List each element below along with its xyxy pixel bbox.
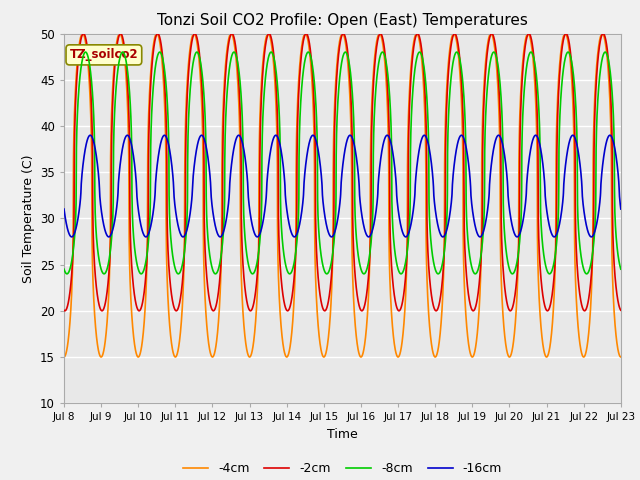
-2cm xyxy=(617,307,625,313)
-16cm xyxy=(274,135,282,141)
-2cm xyxy=(60,307,68,313)
-8cm xyxy=(157,49,164,55)
-2cm xyxy=(547,302,554,308)
-4cm xyxy=(606,102,614,108)
-2cm xyxy=(274,117,282,122)
-4cm xyxy=(79,31,86,36)
Line: -16cm: -16cm xyxy=(64,135,621,237)
-8cm xyxy=(617,266,625,272)
-2cm xyxy=(124,80,131,86)
-4cm xyxy=(617,354,625,360)
-16cm xyxy=(60,206,68,212)
Text: TZ_soilco2: TZ_soilco2 xyxy=(70,48,138,61)
-2cm xyxy=(506,308,514,313)
-4cm xyxy=(124,107,132,113)
-8cm xyxy=(546,271,554,276)
-4cm xyxy=(298,42,306,48)
-8cm xyxy=(606,69,614,75)
-2cm xyxy=(606,83,614,89)
-8cm xyxy=(60,266,68,272)
Line: -4cm: -4cm xyxy=(64,34,621,357)
-8cm xyxy=(124,68,131,73)
-16cm xyxy=(547,227,554,232)
-4cm xyxy=(546,343,554,348)
-16cm xyxy=(617,206,625,212)
-16cm xyxy=(298,206,306,212)
-4cm xyxy=(157,46,164,52)
-2cm xyxy=(298,50,305,56)
-16cm xyxy=(157,141,164,147)
Y-axis label: Soil Temperature (C): Soil Temperature (C) xyxy=(22,154,35,283)
-16cm xyxy=(606,132,614,138)
-16cm xyxy=(124,132,131,138)
-8cm xyxy=(564,49,572,55)
-2cm xyxy=(157,38,164,44)
-8cm xyxy=(583,271,591,276)
-16cm xyxy=(272,132,280,138)
-4cm xyxy=(60,354,68,360)
Legend: -4cm, -2cm, -8cm, -16cm: -4cm, -2cm, -8cm, -16cm xyxy=(178,457,507,480)
Title: Tonzi Soil CO2 Profile: Open (East) Temperatures: Tonzi Soil CO2 Profile: Open (East) Temp… xyxy=(157,13,528,28)
-4cm xyxy=(274,242,282,248)
Line: -8cm: -8cm xyxy=(64,52,621,274)
-2cm xyxy=(488,31,495,36)
-16cm xyxy=(253,234,261,240)
X-axis label: Time: Time xyxy=(327,428,358,441)
Line: -2cm: -2cm xyxy=(64,34,621,311)
-8cm xyxy=(274,83,282,89)
-8cm xyxy=(298,85,305,91)
